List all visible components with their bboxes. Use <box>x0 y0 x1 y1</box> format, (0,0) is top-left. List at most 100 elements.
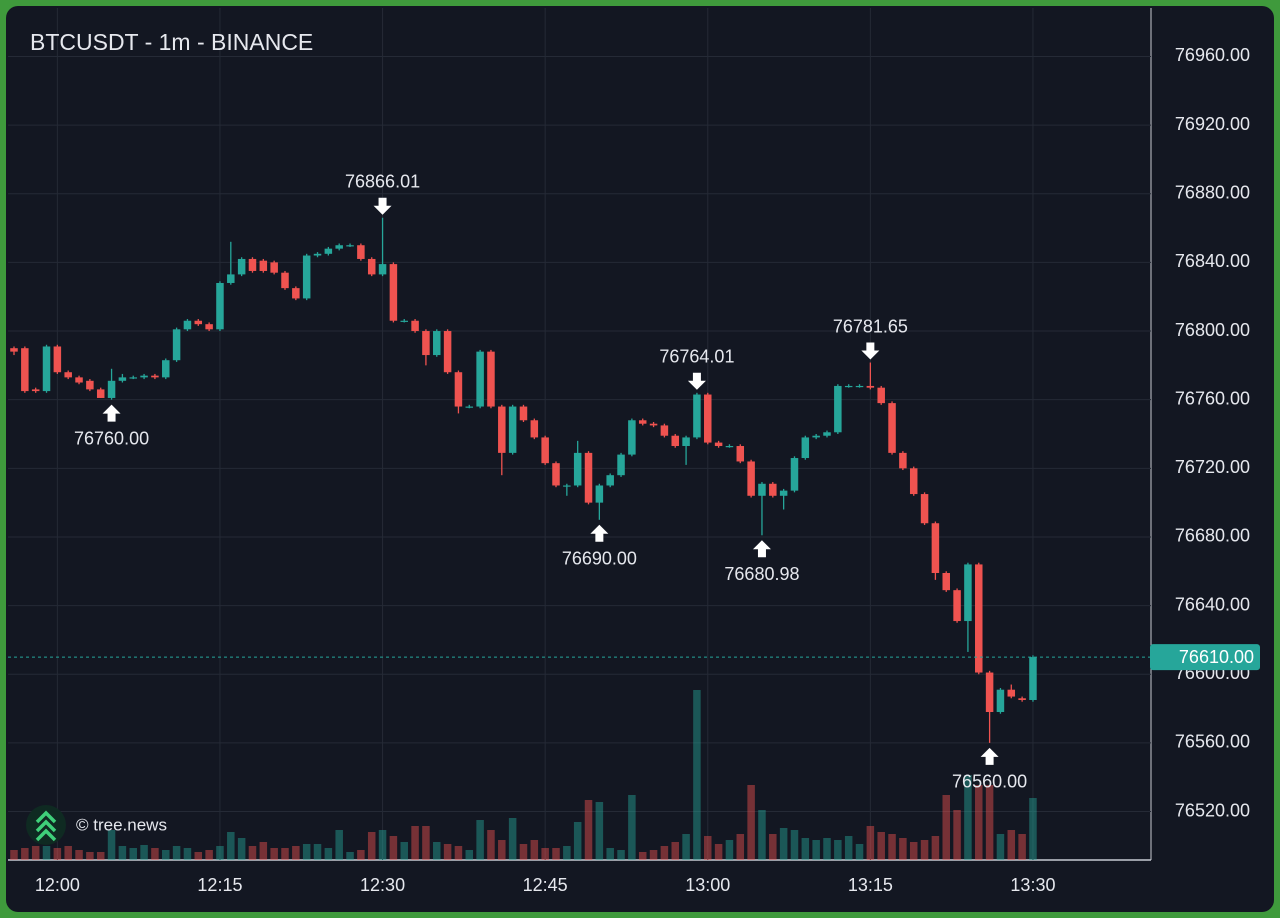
x-tick-label: 12:45 <box>523 875 568 895</box>
candle-body <box>367 258 376 275</box>
candle-body <box>96 389 105 398</box>
candle-body <box>823 432 831 436</box>
high-label: 76764.01 <box>659 347 734 367</box>
volume-bar <box>541 848 549 860</box>
y-tick-label: 76840.00 <box>1175 251 1250 271</box>
grid <box>8 8 1151 860</box>
volume-bar <box>476 820 484 860</box>
volume-bar <box>779 828 788 860</box>
candle-body <box>769 483 777 496</box>
y-tick-label: 76720.00 <box>1175 457 1250 477</box>
candle-body <box>151 375 159 378</box>
volume-bar <box>617 850 625 860</box>
candle-body <box>996 689 1005 713</box>
volume-bar <box>844 836 853 860</box>
candle-body <box>899 452 907 469</box>
volume-bar <box>259 842 268 860</box>
volume-bar <box>454 846 463 860</box>
y-tick-label: 76640.00 <box>1175 594 1250 614</box>
candle-body <box>270 262 278 273</box>
candle-body <box>975 564 983 673</box>
candle-body <box>931 523 940 574</box>
candle-body <box>302 255 311 299</box>
volume-bar <box>302 844 311 860</box>
volume-bar <box>172 846 181 860</box>
candle-body <box>508 406 517 453</box>
volume-bar <box>129 848 137 860</box>
volume-bar <box>909 842 918 860</box>
volume-bar <box>151 848 159 860</box>
candle-body <box>779 490 788 496</box>
candle-body <box>736 446 745 462</box>
volume-bar <box>205 850 213 860</box>
candle-body <box>216 282 224 330</box>
x-tick-label: 13:00 <box>685 875 730 895</box>
candle-body <box>454 372 463 407</box>
candles <box>8 217 1151 743</box>
chart-title: BTCUSDT - 1m - BINANCE <box>30 29 313 55</box>
high-marker <box>373 197 392 215</box>
volume-bar <box>714 844 723 860</box>
volume-bar <box>769 834 777 860</box>
volume-bar <box>31 846 40 860</box>
candle-body <box>21 348 29 392</box>
candle-body <box>595 485 604 503</box>
volume-bar <box>552 848 560 860</box>
candle-body <box>237 258 246 275</box>
candle-body <box>671 435 679 447</box>
volume-bar <box>942 795 950 860</box>
volume-bar <box>877 832 885 860</box>
candle-body <box>714 442 723 447</box>
logo <box>26 805 66 845</box>
volume-bar <box>920 840 929 860</box>
volume-bar <box>422 826 430 860</box>
candle-body <box>292 288 300 299</box>
candle-body <box>1029 657 1037 700</box>
volume-bar <box>996 834 1005 860</box>
volume-bar <box>400 842 408 860</box>
y-tick-label: 76760.00 <box>1175 388 1250 408</box>
candle-body <box>433 331 441 356</box>
volume-bar <box>357 850 365 860</box>
candle-body <box>53 346 62 373</box>
volume-bar <box>660 846 669 860</box>
volume-bar <box>53 848 62 860</box>
last-price-tag <box>1150 644 1260 671</box>
volume-bar <box>346 852 354 860</box>
candle-body <box>205 324 213 330</box>
volume-bar <box>389 836 398 860</box>
x-tick-label: 12:00 <box>35 875 80 895</box>
low-marker <box>102 404 121 422</box>
volume-bar <box>75 850 83 860</box>
candle-body <box>725 446 734 448</box>
candle-body <box>75 377 83 383</box>
candle-body <box>866 385 875 388</box>
low-marker <box>752 540 771 558</box>
x-tick-label: 12:30 <box>360 875 405 895</box>
volume-bar <box>42 846 51 860</box>
candle-body <box>606 475 614 486</box>
volume-bar <box>465 850 474 860</box>
candle-body <box>682 437 690 447</box>
y-tick-label: 76560.00 <box>1175 732 1250 752</box>
volume-bar <box>899 838 907 860</box>
candle-body <box>855 385 864 388</box>
volume-bar <box>725 840 734 860</box>
labels: 76520.0076560.0076600.0076640.0076680.00… <box>35 45 1260 895</box>
candle-body <box>790 458 799 491</box>
volume-bar <box>367 832 376 860</box>
low-label: 76680.98 <box>724 564 799 584</box>
candle-body <box>552 463 560 486</box>
candle-body <box>704 394 712 443</box>
candle-body <box>42 346 51 392</box>
volume-bar <box>823 838 831 860</box>
volume-bar <box>563 846 571 860</box>
volume-bar <box>1007 830 1016 860</box>
candle-body <box>1007 689 1016 697</box>
volume-bar <box>953 810 961 860</box>
low-label: 76760.00 <box>74 428 149 448</box>
volume-bar <box>86 852 94 860</box>
candle-body <box>64 372 72 378</box>
candle-body <box>834 385 842 433</box>
